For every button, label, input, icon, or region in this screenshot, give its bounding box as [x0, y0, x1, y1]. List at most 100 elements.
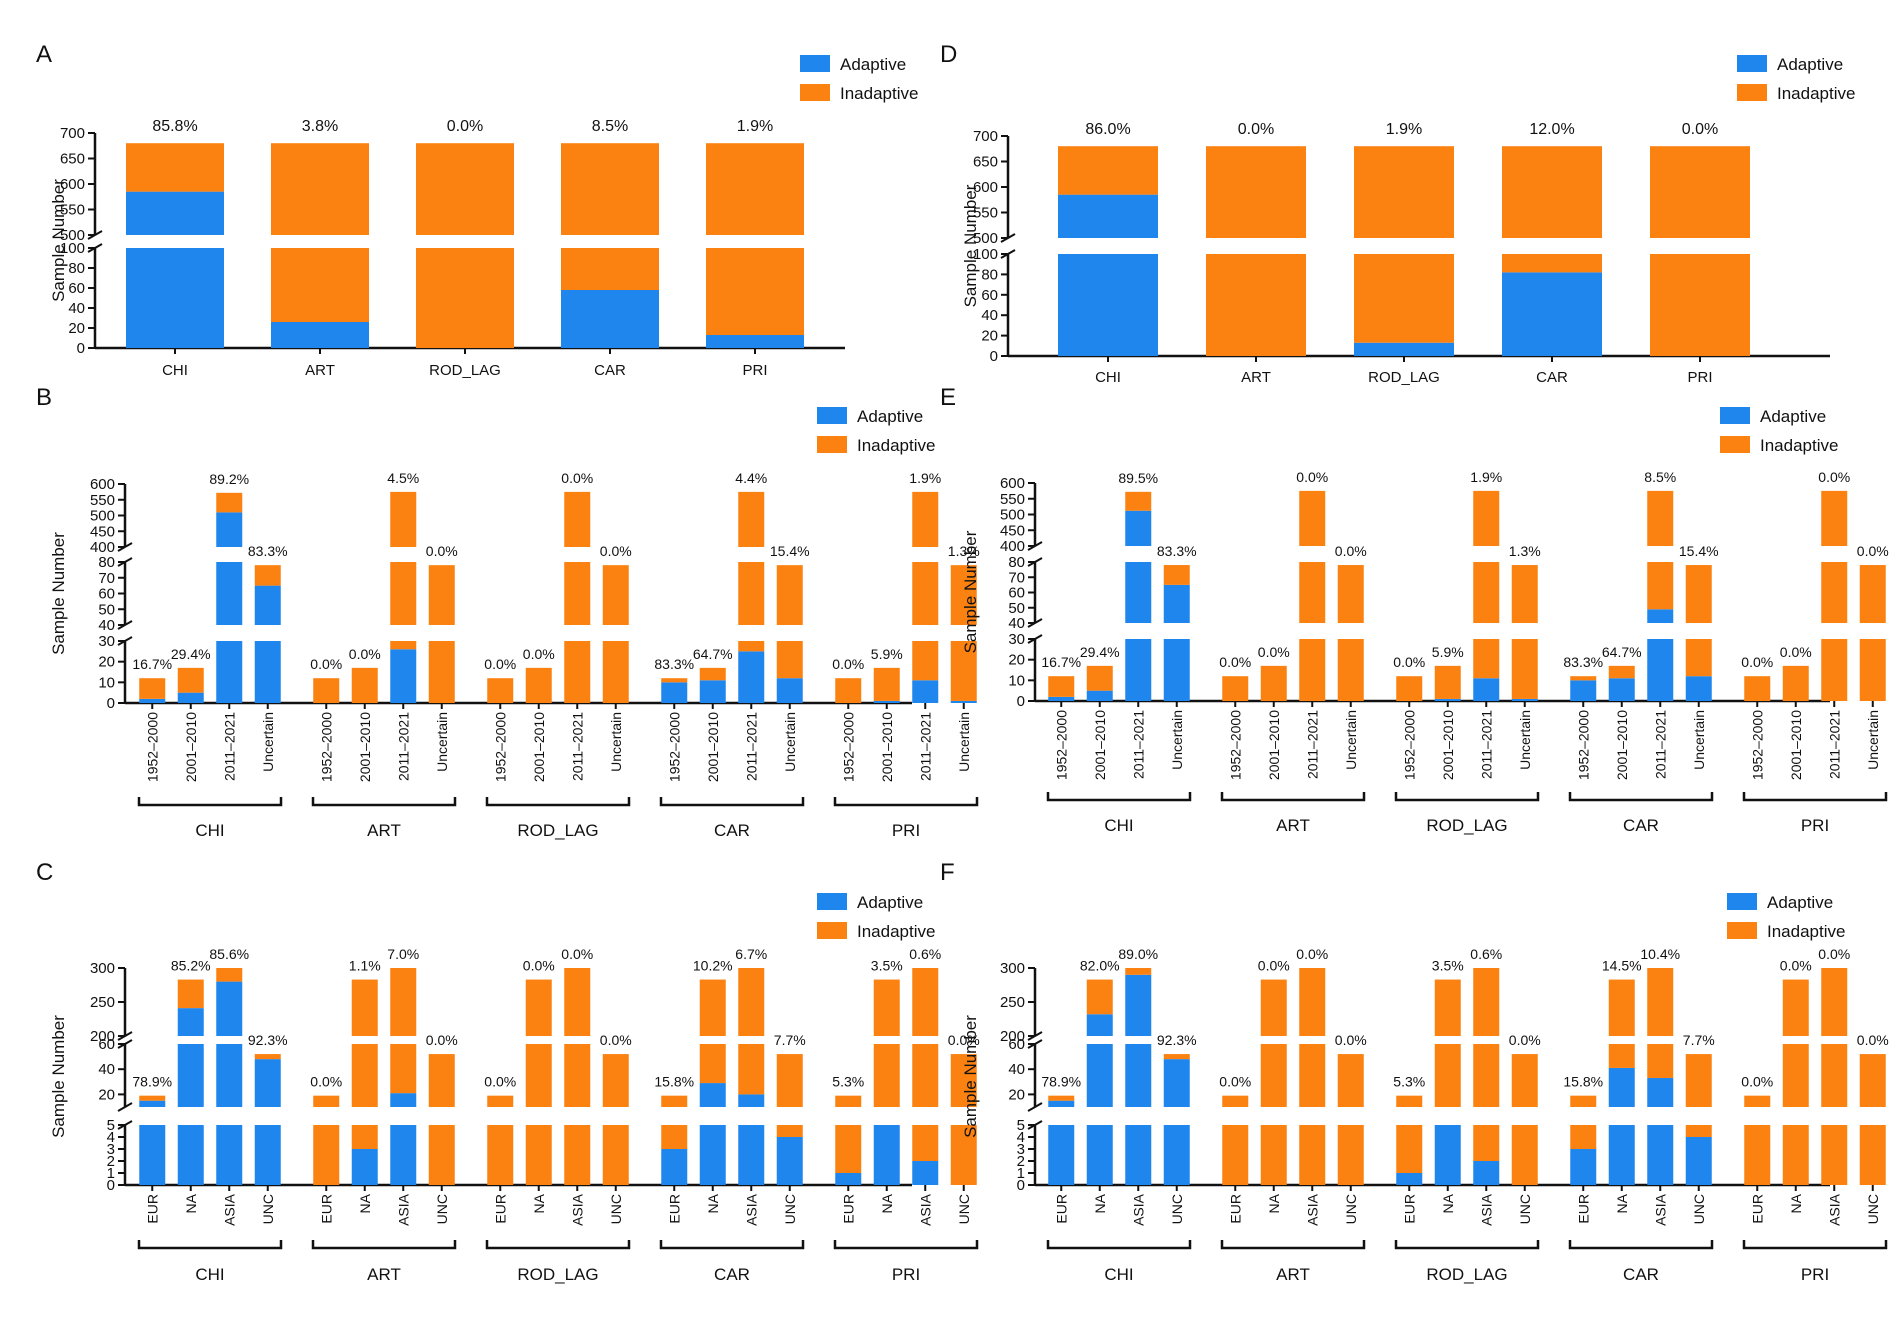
percent-label: 10.2% — [693, 958, 733, 974]
bar-inadaptive — [602, 565, 629, 625]
bar-adaptive — [835, 1173, 862, 1185]
bar-adaptive — [1163, 1059, 1190, 1107]
bar-inadaptive — [1299, 968, 1326, 1036]
bar-inadaptive — [602, 641, 629, 703]
percent-label: 16.7% — [1041, 654, 1081, 670]
bar-inadaptive — [487, 1125, 514, 1185]
x-tick-label: PRI — [742, 362, 767, 379]
group-label: ART — [367, 1265, 401, 1284]
bar-adaptive — [216, 512, 243, 547]
bar-inadaptive — [1086, 665, 1113, 691]
bar-inadaptive — [487, 678, 514, 703]
percent-label: 0.0% — [1741, 654, 1773, 670]
percent-label: 64.7% — [693, 646, 733, 662]
x-tick-label: Uncertain — [782, 712, 798, 772]
bar-inadaptive — [1337, 1054, 1364, 1107]
bar-inadaptive — [1396, 1125, 1423, 1173]
percent-label: 0.0% — [1296, 946, 1328, 962]
percent-label: 0.0% — [1818, 469, 1850, 485]
x-tick-label: CAR — [594, 362, 626, 379]
percent-label: 16.7% — [132, 656, 172, 672]
percent-label: 0.0% — [1857, 1032, 1889, 1048]
bar-adaptive — [1125, 639, 1152, 701]
group-label: CHI — [1104, 816, 1133, 835]
legend-label-adaptive: Adaptive — [1777, 55, 1843, 74]
group-label: PRI — [892, 1265, 920, 1284]
bar-adaptive — [1647, 609, 1674, 623]
bar-adaptive — [126, 248, 224, 348]
y-axis-label: Sample Number — [961, 1015, 980, 1138]
x-tick-label: 2001–2010 — [531, 712, 547, 782]
bar-adaptive — [912, 1161, 939, 1185]
percent-label: 0.0% — [1818, 946, 1850, 962]
legend-label-adaptive: Adaptive — [1767, 893, 1833, 912]
bar-inadaptive — [738, 968, 765, 1036]
y-tick-label: 650 — [973, 154, 998, 171]
bar-adaptive — [216, 562, 243, 625]
bar-inadaptive — [1337, 565, 1364, 623]
bar-inadaptive — [1744, 1125, 1771, 1185]
bar-inadaptive — [1608, 1044, 1635, 1068]
bar-inadaptive — [699, 667, 726, 681]
group-label: PRI — [1801, 1265, 1829, 1284]
bar-inadaptive — [1299, 490, 1326, 546]
x-tick-label: Uncertain — [1691, 710, 1707, 770]
percent-label: 0.0% — [1741, 1074, 1773, 1090]
bar-adaptive — [177, 692, 204, 703]
y-tick-label: 700 — [60, 125, 85, 142]
percent-label: 0.0% — [600, 543, 632, 559]
bar-inadaptive — [1222, 676, 1249, 701]
bar-inadaptive — [1647, 968, 1674, 1036]
x-tick-label: NA — [1266, 1193, 1282, 1213]
percent-label: 0.0% — [447, 118, 483, 135]
bar-adaptive — [1086, 1044, 1113, 1107]
x-tick-label: 2001–2010 — [1440, 710, 1456, 780]
y-tick-label: 80 — [1008, 554, 1025, 571]
percent-label: 1.3% — [948, 543, 980, 559]
x-tick-label: NA — [357, 1193, 373, 1213]
x-tick-label: ASIA — [743, 1193, 759, 1226]
bar-adaptive — [661, 682, 688, 703]
percent-label: 0.0% — [948, 1032, 980, 1048]
bar-adaptive — [738, 1094, 765, 1107]
y-tick-label: 60 — [98, 1036, 115, 1053]
bar-inadaptive — [950, 641, 977, 701]
y-tick-label: 200 — [1000, 1028, 1025, 1045]
percent-label: 0.0% — [600, 1032, 632, 1048]
x-tick-label: Uncertain — [1169, 710, 1185, 770]
legend-label-adaptive: Adaptive — [840, 55, 906, 74]
y-tick-label: 30 — [98, 633, 115, 650]
bar-inadaptive — [313, 1125, 340, 1185]
x-tick-label: 1952–2000 — [1053, 710, 1069, 780]
y-tick-label: 4 — [107, 1129, 115, 1146]
axis-break-mark — [1027, 1039, 1043, 1049]
bar-adaptive — [1125, 562, 1152, 623]
percent-label: 1.9% — [1386, 121, 1422, 138]
bar-inadaptive — [1608, 979, 1635, 1036]
y-tick-label: 3 — [107, 1141, 115, 1158]
x-tick-label: 1952–2000 — [144, 712, 160, 782]
bar-adaptive — [254, 1125, 281, 1185]
x-tick-label: UNC — [956, 1194, 972, 1224]
percent-label: 92.3% — [248, 1032, 288, 1048]
bar-adaptive — [1396, 1173, 1423, 1185]
group-label: CAR — [1623, 1265, 1659, 1284]
y-tick-label: 2 — [107, 1153, 115, 1170]
bar-inadaptive — [1511, 565, 1538, 623]
percent-label: 7.7% — [774, 1032, 806, 1048]
percent-label: 6.7% — [735, 946, 767, 962]
y-tick-label: 5 — [107, 1117, 115, 1134]
bar-adaptive — [1048, 1100, 1075, 1107]
percent-label: 8.5% — [1644, 469, 1676, 485]
bar-adaptive — [216, 1044, 243, 1107]
bar-inadaptive — [1685, 639, 1712, 677]
bar-inadaptive — [1650, 254, 1750, 356]
x-tick-label: UNC — [1343, 1194, 1359, 1224]
percent-label: 0.0% — [1780, 958, 1812, 974]
bar-inadaptive — [950, 565, 977, 625]
bar-inadaptive — [216, 968, 243, 982]
x-tick-label: NA — [1092, 1193, 1108, 1213]
y-tick-label: 300 — [90, 960, 115, 977]
x-tick-label: ASIA — [221, 1193, 237, 1226]
percent-label: 3.8% — [302, 118, 338, 135]
